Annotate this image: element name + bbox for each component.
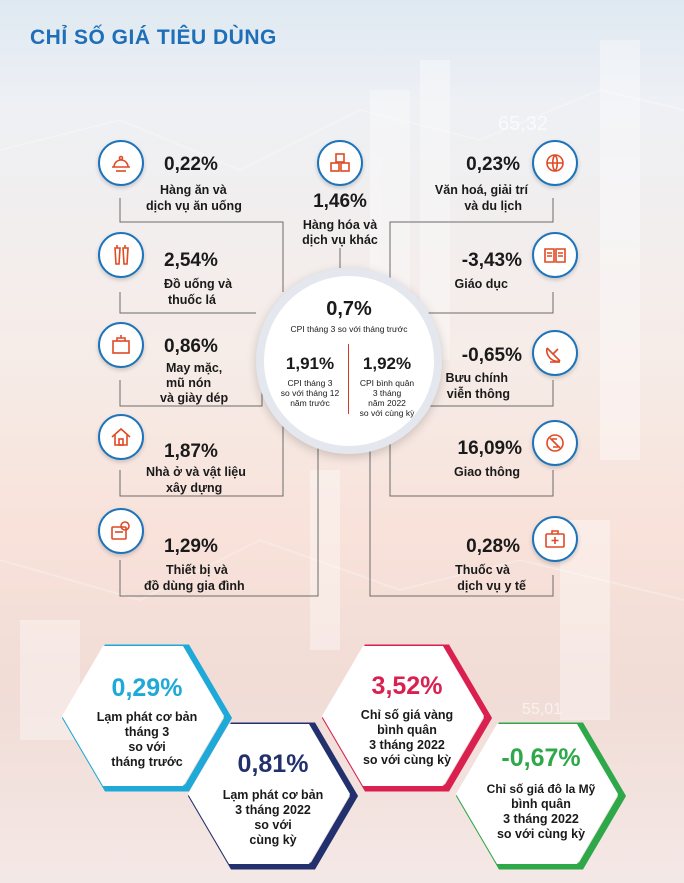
- cpi-left-value: 1,91%: [285, 354, 335, 373]
- health-label-1: Thuốc và: [455, 563, 510, 577]
- clothing-label-1: May mặc,: [166, 361, 223, 375]
- cpi-left-label-2: so với tháng 12: [280, 388, 340, 398]
- cpi-right-label-2: 3 tháng: [372, 388, 402, 398]
- cpi-summary-circle: 0,7% CPI tháng 3 so với tháng trước 1,91…: [256, 268, 442, 454]
- hex-2-line-4: cùng kỳ: [249, 833, 297, 847]
- hex-3-line-3: 3 tháng 2022: [369, 738, 445, 752]
- appliance-icon: [98, 508, 144, 554]
- book-icon: [532, 232, 578, 278]
- culture-label-2: và du lịch: [464, 199, 522, 213]
- traffic-icon: [532, 420, 578, 466]
- hex-2-value: 0,81%: [237, 750, 309, 778]
- education-label-1: Giáo dục: [454, 277, 508, 291]
- house-icon: [98, 414, 144, 460]
- hex-2-line-2: 3 tháng 2022: [235, 803, 311, 817]
- cpi-right-label-3: năm 2022: [368, 398, 406, 408]
- transport-label-1: Giao thông: [454, 465, 520, 479]
- telecom-value: -0,65%: [461, 345, 522, 366]
- transport-value: 16,09%: [457, 438, 522, 459]
- hex-1-line-4: tháng trước: [111, 755, 183, 769]
- hex-4-line-1: Chỉ số giá đô la Mỹ: [486, 782, 596, 796]
- health-label-2: dịch vụ y tế: [457, 579, 526, 593]
- telecom-label-1: Bưu chính: [445, 371, 508, 385]
- housing-label-2: xây dựng: [166, 481, 223, 495]
- hex-3-line-4: so với cùng kỳ: [362, 753, 452, 767]
- health-value: 0,28%: [466, 536, 520, 557]
- hexagon-usd-price: -0,67% Chỉ số giá đô la Mỹ bình quân 3 t…: [456, 722, 626, 870]
- medical-kit-icon: [532, 516, 578, 562]
- cpi-divider: [348, 344, 349, 414]
- hex-3-value: 3,52%: [371, 672, 443, 700]
- cpi-right-label-4: so với cùng kỳ: [359, 408, 415, 418]
- satellite-dish-icon: [532, 330, 578, 376]
- drinks-label-2: thuốc lá: [168, 293, 216, 307]
- culture-label-1: Văn hoá, giải trí: [434, 183, 528, 197]
- cpi-right-value: 1,92%: [362, 354, 412, 373]
- hex-2-line-3: so với: [254, 818, 292, 832]
- drinks-value: 2,54%: [164, 250, 218, 271]
- household-label-2: đồ dùng gia đình: [144, 579, 245, 593]
- hex-4-line-3: 3 tháng 2022: [503, 812, 579, 826]
- watermark-number-top: 65,32: [498, 113, 548, 135]
- household-value: 1,29%: [164, 536, 218, 557]
- other-goods-label-1: Hàng hóa và: [302, 218, 378, 232]
- clothing-value: 0,86%: [164, 336, 218, 357]
- telecom-label-2: viễn thông: [446, 387, 510, 401]
- cpi-left-label-3: năm trước: [290, 398, 330, 408]
- clothing-label-2: mũ nón: [166, 376, 212, 390]
- globe-plane-icon: [532, 140, 578, 186]
- clothing-label-3: và giày dép: [160, 391, 229, 405]
- housing-value: 1,87%: [164, 441, 218, 462]
- hex-3-line-1: Chỉ số giá vàng: [360, 708, 454, 722]
- other-goods-label-2: dịch vụ khác: [302, 233, 378, 247]
- hex-4-line-2: bình quân: [511, 797, 571, 811]
- clothing-icon: [98, 322, 144, 368]
- housing-label-1: Nhà ở và vật liệu: [146, 465, 246, 479]
- hex-1-line-2: tháng 3: [124, 725, 170, 739]
- hex-4-value: -0,67%: [501, 744, 581, 772]
- hex-2-line-1: Lạm phát cơ bản: [222, 788, 324, 802]
- hex-1-line-1: Lạm phát cơ bản: [96, 710, 198, 724]
- hex-4-line-4: so với cùng kỳ: [496, 827, 586, 841]
- cpi-left-label-1: CPI tháng 3: [287, 378, 333, 388]
- cpi-right-label-1: CPI bình quân: [359, 378, 415, 388]
- hexagon-gold-price: 3,52% Chỉ số giá vàng bình quân 3 tháng …: [322, 644, 492, 792]
- food-label-1: Hàng ăn và: [160, 183, 227, 197]
- education-value: -3,43%: [461, 250, 522, 271]
- drinks-label-1: Đồ uống và: [164, 277, 233, 291]
- page-title: CHỈ SỐ GIÁ TIÊU DÙNG: [30, 26, 277, 49]
- cpi-main-value: 0,7%: [326, 298, 372, 320]
- food-service-icon: [98, 140, 144, 186]
- hex-3-line-2: bình quân: [377, 723, 437, 737]
- watermark-number-bottom: 55,01: [522, 701, 562, 718]
- hexagon-core-inflation-quarter: 0,81% Lạm phát cơ bản 3 tháng 2022 so vớ…: [188, 722, 358, 870]
- other-goods-value: 1,46%: [313, 191, 367, 212]
- hex-1-value: 0,29%: [111, 674, 183, 702]
- goods-boxes-icon: [317, 140, 363, 186]
- household-label-1: Thiết bị và: [166, 563, 228, 577]
- cpi-main-label: CPI tháng 3 so với tháng trước: [290, 324, 408, 334]
- culture-value: 0,23%: [466, 154, 520, 175]
- food-label-2: dịch vụ ăn uống: [146, 199, 242, 213]
- hex-1-line-3: so với: [128, 740, 166, 754]
- drinks-icon: [98, 232, 144, 278]
- food-value: 0,22%: [164, 154, 218, 175]
- hexagon-core-inflation-month: 0,29% Lạm phát cơ bản tháng 3 so với thá…: [62, 644, 232, 792]
